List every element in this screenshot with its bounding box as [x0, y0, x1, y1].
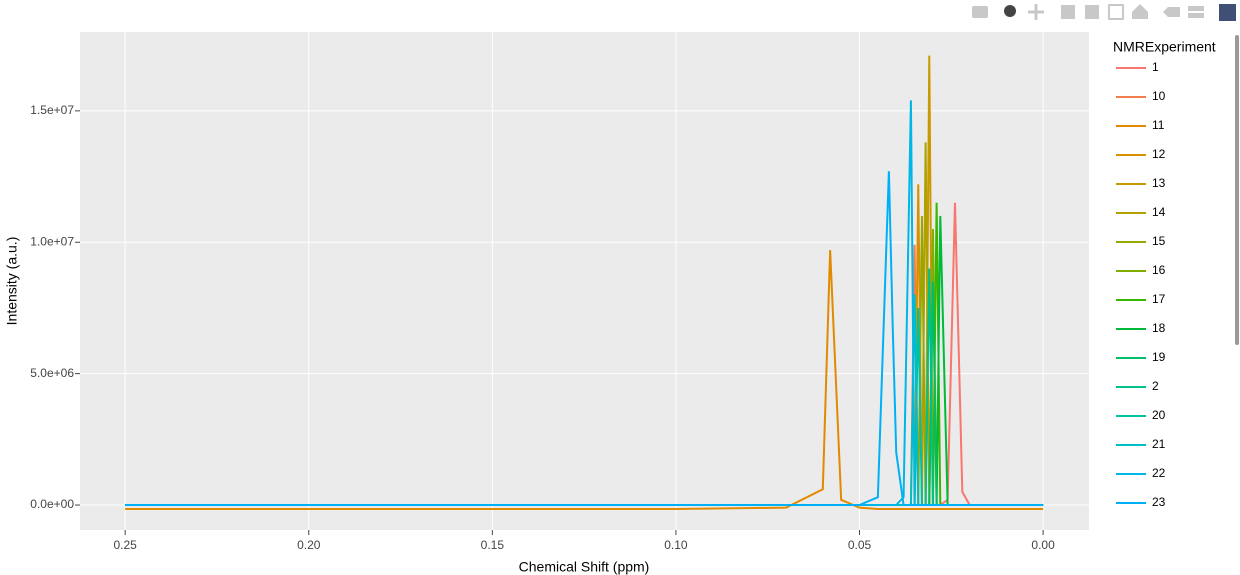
autoscale-button[interactable]: [1108, 4, 1124, 20]
legend-item[interactable]: 11: [1116, 118, 1165, 132]
legend-label: 14: [1152, 205, 1166, 219]
legend-label: 1: [1152, 60, 1159, 74]
x-tick-label: 0.05: [848, 538, 872, 552]
y-tick-label: 1.0e+07: [30, 234, 74, 248]
pan-button[interactable]: [1028, 4, 1044, 20]
legend-label: 16: [1152, 263, 1166, 277]
x-axis-title: Chemical Shift (ppm): [519, 559, 650, 575]
legend-scrollbar[interactable]: [1235, 35, 1239, 345]
legend-item[interactable]: 20: [1116, 408, 1166, 422]
legend-item[interactable]: 22: [1116, 466, 1166, 480]
legend-item[interactable]: 18: [1116, 321, 1166, 335]
legend-item[interactable]: 19: [1116, 350, 1166, 364]
hover-closest-button[interactable]: [1188, 6, 1204, 11]
legend-label: 15: [1152, 234, 1166, 248]
legend-item[interactable]: 2: [1116, 379, 1159, 393]
x-tick-label: 0.20: [297, 538, 321, 552]
series-line: [125, 250, 1044, 510]
x-tick-label: 0.00: [1031, 538, 1055, 552]
y-tick-label: 5.0e+06: [30, 366, 74, 380]
legend-title: NMRExperiment: [1113, 39, 1216, 55]
y-tick-label: 1.5e+07: [30, 103, 74, 117]
legend-item[interactable]: 12: [1116, 147, 1166, 161]
legend-label: 23: [1152, 495, 1166, 509]
x-tick-label: 0.10: [664, 538, 688, 552]
legend-label: 19: [1152, 350, 1166, 364]
legend-label: 10: [1152, 89, 1166, 103]
legend-label: 11: [1152, 118, 1165, 132]
plotly-logo[interactable]: [1219, 4, 1236, 21]
camera-button[interactable]: [972, 6, 988, 18]
reset-button[interactable]: [1132, 4, 1148, 19]
legend-label: 12: [1152, 147, 1166, 161]
zoom-in-button[interactable]: [1061, 5, 1075, 19]
legend-item[interactable]: 14: [1116, 205, 1166, 219]
legend-label: 22: [1152, 466, 1166, 480]
legend-label: 21: [1152, 437, 1166, 451]
zoom-out-button[interactable]: [1085, 5, 1099, 19]
series-line: [125, 171, 1044, 507]
legend-label: 2: [1152, 379, 1159, 393]
hover-compare-button[interactable]: [1188, 13, 1204, 18]
legend-item[interactable]: 23: [1116, 495, 1166, 509]
x-tick-label: 0.25: [113, 538, 137, 552]
y-tick-label: 0.0e+00: [30, 497, 74, 511]
legend-item[interactable]: 13: [1116, 176, 1166, 190]
legend-label: 20: [1152, 408, 1166, 422]
zoom-button[interactable]: [1004, 5, 1016, 17]
legend-item[interactable]: 21: [1116, 437, 1166, 451]
legend-item[interactable]: 16: [1116, 263, 1166, 277]
x-tick-label: 0.15: [481, 538, 505, 552]
spike-button[interactable]: [1163, 7, 1180, 17]
toolbar: [972, 4, 1236, 21]
legend-label: 13: [1152, 176, 1166, 190]
legend-label: 17: [1152, 292, 1166, 306]
legend-label: 18: [1152, 321, 1166, 335]
legend-item[interactable]: 1: [1116, 60, 1159, 74]
plot: 0.0e+00 5.0e+06 1.0e+07 1.5e+07 0.25 0.20 0.15…: [30, 32, 1089, 552]
legend-item[interactable]: 17: [1116, 292, 1166, 306]
y-axis-title: Intensity (a.u.): [4, 237, 20, 326]
legend-item[interactable]: 15: [1116, 234, 1166, 248]
legend-item[interactable]: 10: [1116, 89, 1166, 103]
